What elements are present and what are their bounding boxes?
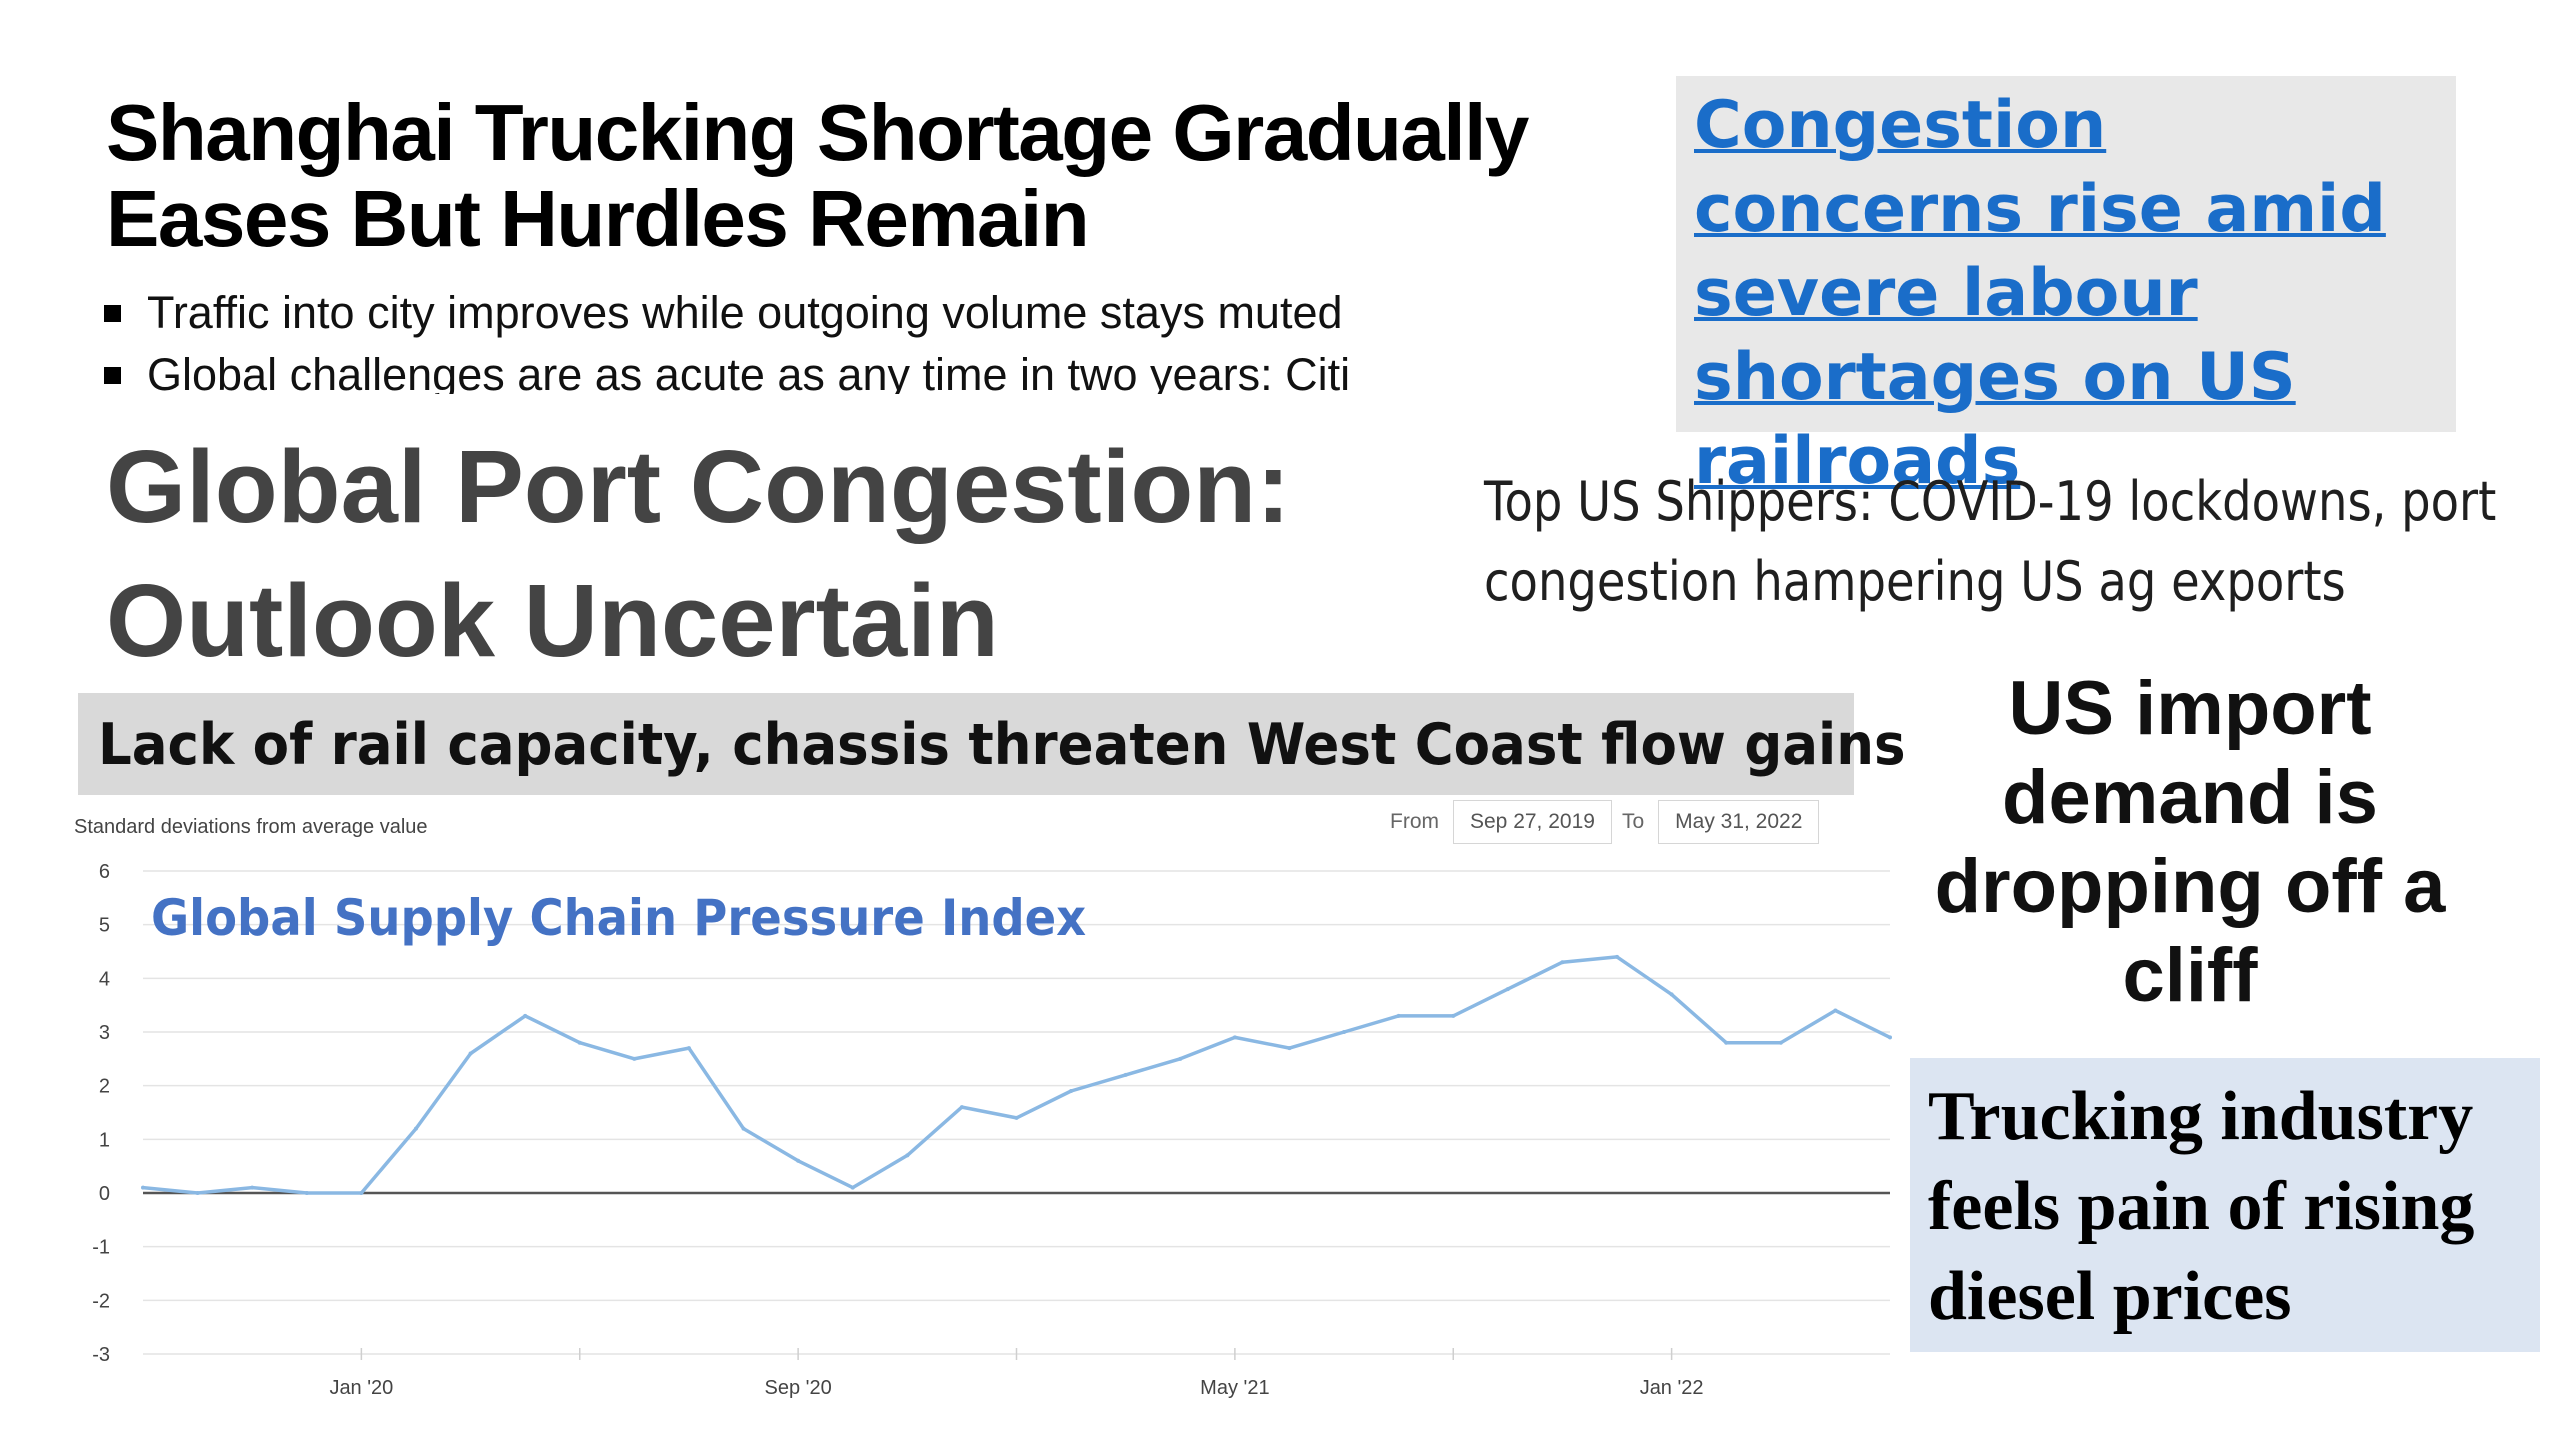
headline-rail-capacity: Lack of rail capacity, chassis threaten …	[98, 712, 1906, 778]
rail-box	[78, 693, 1854, 795]
bullet-square-icon	[104, 304, 121, 322]
headline-bullets: Traffic into city improves while outgoin…	[104, 282, 1604, 394]
bullet-item: Global challenges are as acute as any ti…	[104, 344, 1604, 394]
data-point	[1342, 1030, 1347, 1034]
data-point	[1669, 992, 1674, 997]
data-point	[959, 1105, 964, 1110]
data-point	[523, 1013, 528, 1018]
data-point	[632, 1056, 637, 1061]
data-point	[359, 1191, 364, 1195]
data-point	[304, 1191, 309, 1195]
bullet-square-icon	[104, 366, 121, 384]
x-tick-label: May '21	[1200, 1377, 1269, 1399]
congestion-link[interactable]: Congestion concerns rise amid severe lab…	[1694, 88, 2386, 499]
data-point	[1778, 1040, 1783, 1045]
data-point	[1178, 1056, 1183, 1061]
y-tick-label: 3	[99, 1022, 110, 1044]
supply-chain-pressure-chart: 6 5 4 3 2 1 0 -1 -2 -3 Jan '20 Sep '20 May '21 Jan '2…	[92, 861, 1892, 1399]
shippers-line-2: congestion hampering US ag exports	[1484, 550, 2346, 613]
data-point	[1287, 1046, 1292, 1051]
data-point	[1232, 1035, 1237, 1040]
to-label: To	[1621, 810, 1645, 833]
data-point	[250, 1185, 255, 1190]
headline-shanghai-trucking: Shanghai Trucking Shortage Gradually Eas…	[106, 88, 1529, 263]
data-point	[141, 1185, 145, 1190]
series-line-gscpi	[141, 955, 1892, 1195]
chart-title: Global Supply Chain Pressure Index	[151, 889, 1087, 947]
y-tick-label: 1	[99, 1129, 110, 1151]
data-point	[686, 1046, 691, 1051]
data-point	[905, 1153, 910, 1158]
data-point	[1069, 1089, 1074, 1094]
x-tick-label: Sep '20	[765, 1377, 832, 1399]
bullet-text: Traffic into city improves while outgoin…	[147, 287, 1343, 338]
data-point	[1505, 987, 1510, 992]
data-point	[1123, 1072, 1128, 1077]
x-tick-label: Jan '22	[1640, 1377, 1704, 1399]
data-point	[1724, 1040, 1729, 1045]
bullet-item: Traffic into city improves while outgoin…	[104, 282, 1604, 344]
bullet-text: Global challenges are as acute as any ti…	[147, 349, 1351, 394]
shippers-line-1: Top US Shippers: COVID-19 lockdowns, por…	[1484, 470, 2497, 533]
y-tick-label: 0	[99, 1183, 110, 1205]
headline-us-import-demand: US import demand is dropping off a cliff	[1934, 666, 2446, 1018]
headline-us-shippers: Top US Shippers: COVID-19 lockdowns, por…	[1484, 462, 2497, 622]
headline-global-port-congestion: Global Port Congestion: Outlook Uncertai…	[106, 429, 1291, 678]
data-point	[1833, 1008, 1838, 1013]
y-tick-label: -1	[92, 1237, 110, 1259]
y-tick-label: -3	[92, 1344, 110, 1366]
from-label: From	[1390, 810, 1439, 833]
data-point	[850, 1185, 855, 1190]
data-point	[1396, 1013, 1401, 1018]
data-point	[1560, 960, 1565, 965]
data-point	[413, 1126, 418, 1131]
data-point	[577, 1040, 582, 1045]
data-point	[796, 1158, 801, 1163]
y-tick-label: 2	[99, 1076, 110, 1098]
trucking-box	[1910, 1058, 2540, 1352]
y-tick-label: -2	[92, 1290, 110, 1312]
data-point	[468, 1051, 473, 1056]
data-point	[741, 1126, 746, 1131]
data-point	[1451, 1013, 1456, 1018]
y-tick-label: 6	[99, 861, 110, 883]
congestion-box	[1676, 76, 2456, 432]
data-point	[1014, 1115, 1019, 1120]
from-date-input[interactable]: Sep 27, 2019	[1453, 800, 1612, 844]
y-tick-label: 5	[99, 915, 110, 937]
chart-y-unit-label: Standard deviations from average value	[74, 816, 428, 838]
headline-trucking-diesel: Trucking industry feels pain of rising d…	[1928, 1078, 2475, 1335]
y-tick-label: 4	[99, 968, 110, 990]
data-point	[1615, 954, 1620, 959]
date-range-picker: From Sep 27, 2019 To May 31, 2022	[1380, 800, 1820, 844]
to-date-input[interactable]: May 31, 2022	[1658, 800, 1820, 844]
data-point	[195, 1191, 200, 1195]
x-tick-label: Jan '20	[329, 1377, 393, 1399]
data-point	[1888, 1035, 1892, 1040]
